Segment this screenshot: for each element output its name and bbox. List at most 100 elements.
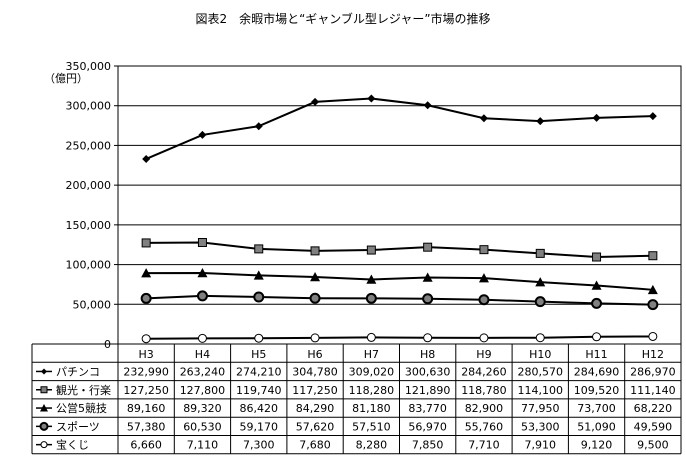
x-category-label: H11 (585, 348, 607, 361)
table-data-value: 263,240 (180, 365, 226, 378)
table-data-value: 84,290 (296, 402, 335, 415)
data-point (535, 248, 545, 258)
data-point (197, 237, 207, 247)
table-data-value: 232,990 (123, 365, 169, 378)
table-data-value: 77,950 (521, 402, 560, 415)
data-point (479, 245, 489, 255)
series-line (146, 335, 653, 340)
table-data-value: 86,420 (240, 402, 279, 415)
x-category-label: H12 (642, 348, 664, 361)
chart-title: 図表2 余暇市場と“ギャンブル型レジャー”市場の推移 (195, 12, 491, 26)
table-data-value: 53,300 (521, 420, 560, 433)
table-data-value: 111,140 (630, 384, 676, 397)
table-data-value: 68,220 (634, 402, 673, 415)
legend-key-marker (39, 421, 49, 431)
data-point (196, 290, 208, 302)
table-data-value: 57,620 (296, 420, 335, 433)
table-data-value: 57,380 (127, 420, 166, 433)
data-point (310, 272, 321, 282)
legend-series-name: 宝くじ (56, 438, 89, 452)
y-axis-unit-label: （億円） (44, 72, 88, 85)
table-data-value: 304,780 (292, 365, 338, 378)
data-point (253, 270, 264, 280)
y-tick-label: 200,000 (66, 179, 112, 192)
data-point (141, 334, 151, 344)
table-data-value: 55,760 (465, 420, 504, 433)
y-tick-label: 50,000 (73, 298, 112, 311)
data-point (365, 292, 377, 304)
data-point (422, 272, 433, 282)
table-data-value: 82,900 (465, 402, 504, 415)
table-data-value: 56,970 (408, 420, 447, 433)
table-data-value: 89,160 (127, 402, 166, 415)
table-data-value: 7,850 (412, 439, 444, 452)
data-point (534, 296, 546, 308)
table-data-value: 7,300 (243, 439, 275, 452)
table-data-value: 51,090 (577, 420, 616, 433)
legend-key-marker (41, 368, 47, 375)
table-data-value: 286,970 (630, 365, 676, 378)
table-data-value: 7,910 (525, 439, 557, 452)
x-category-label: H3 (139, 348, 154, 361)
table-data-value: 83,770 (408, 402, 447, 415)
table-data-value: 118,780 (461, 384, 507, 397)
table-data-value: 73,700 (577, 402, 616, 415)
table-data-value: 49,590 (634, 420, 673, 433)
table-data-value: 81,180 (352, 402, 391, 415)
legend-series-name: 観光・行楽 (56, 383, 111, 397)
legend-key-marker (40, 441, 48, 449)
x-category-label: H10 (529, 348, 551, 361)
data-point (142, 154, 151, 163)
data-point (253, 291, 265, 303)
y-tick-label: 250,000 (66, 139, 112, 152)
data-point (197, 268, 208, 278)
legend-series-name: 公営5競技 (56, 401, 107, 415)
data-point (536, 117, 545, 126)
table-data-value: 60,530 (183, 420, 222, 433)
data-point (197, 333, 207, 343)
data-point (198, 130, 207, 139)
y-tick-label: 100,000 (66, 259, 112, 272)
x-category-label: H6 (307, 348, 322, 361)
table-data-value: 9,500 (637, 439, 669, 452)
table-data-value: 284,260 (461, 365, 507, 378)
x-category-label: H7 (364, 348, 379, 361)
data-point (479, 333, 489, 343)
data-point (535, 333, 545, 343)
data-point (591, 297, 603, 309)
table-data-value: 121,890 (405, 384, 451, 397)
x-category-label: H4 (195, 348, 210, 361)
table-data-value: 280,570 (518, 365, 564, 378)
legend-series-name: スポーツ (56, 420, 100, 433)
table-data-value: 89,320 (183, 402, 222, 415)
data-point (591, 280, 602, 290)
table-data-value: 57,510 (352, 420, 391, 433)
data-point (592, 332, 602, 342)
table-data-value: 117,250 (292, 384, 338, 397)
x-category-label: H9 (476, 348, 491, 361)
table-data-value: 7,710 (468, 439, 500, 452)
data-point (141, 268, 152, 278)
data-point (141, 238, 151, 248)
table-data-value: 9,120 (581, 439, 613, 452)
data-point (422, 293, 434, 305)
data-point (254, 244, 264, 254)
table-data-value: 119,740 (236, 384, 282, 397)
legend-series-name: パチンコ (56, 365, 100, 378)
table-data-value: 109,520 (574, 384, 620, 397)
data-point (423, 242, 433, 252)
data-point (254, 122, 263, 131)
data-point (310, 246, 320, 256)
table-data-value: 118,280 (349, 384, 395, 397)
y-tick-label: 150,000 (66, 219, 112, 232)
table-data-value: 127,800 (180, 384, 226, 397)
data-point (647, 284, 658, 295)
table-data-value: 274,210 (236, 365, 282, 378)
table-data-value: 8,280 (356, 439, 388, 452)
data-point (592, 113, 601, 122)
data-point (310, 333, 320, 343)
data-point (479, 114, 488, 123)
data-point (592, 252, 602, 262)
series-line (146, 294, 653, 306)
